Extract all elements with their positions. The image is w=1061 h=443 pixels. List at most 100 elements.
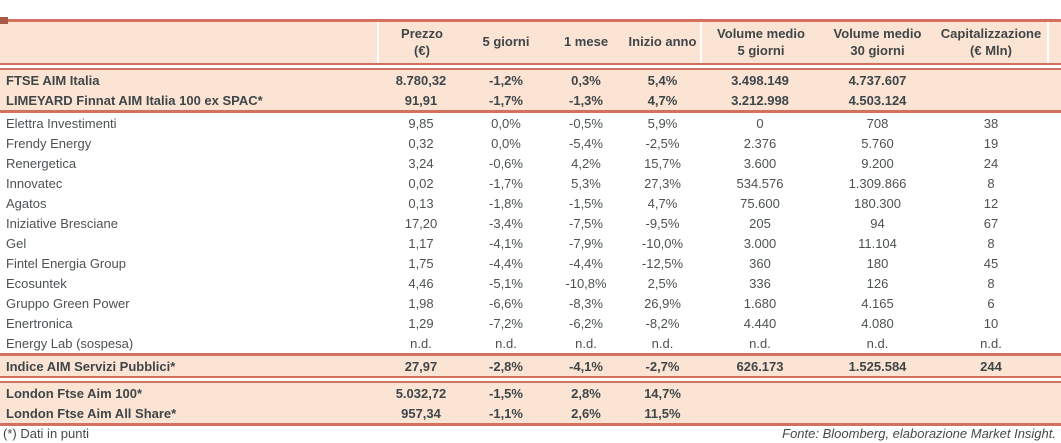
column-header-line: Volume medio bbox=[833, 26, 922, 42]
value-cell: 24 bbox=[983, 155, 999, 171]
value-cell: -2,8% bbox=[489, 358, 523, 374]
value-cell bbox=[935, 383, 1047, 403]
value-cell: -1,1% bbox=[489, 405, 523, 421]
value-cell: 336 bbox=[749, 275, 771, 291]
value-cell: 27,97 bbox=[404, 358, 438, 374]
column-header-line: (€) bbox=[414, 42, 430, 58]
row-filler bbox=[1047, 133, 1061, 153]
value-cell: 2.376 bbox=[743, 135, 777, 151]
section-london-indices: London Ftse Aim 100* 5.032,72 -1,5% 2,8% 14,… bbox=[0, 383, 1061, 423]
column-header-line: 30 giorni bbox=[850, 42, 905, 58]
value-cell: 1.680 bbox=[743, 295, 777, 311]
value-cell bbox=[935, 70, 1047, 90]
row-label: Indice AIM Servizi Pubblici* bbox=[6, 358, 176, 374]
value-cell: n.d. bbox=[495, 335, 517, 351]
column-header-1-mese: 1 mese bbox=[547, 22, 625, 63]
table-row: Agatos 0,13 -1,8% -1,5% 4,7% 75.600 180.300 12 bbox=[0, 193, 1061, 213]
value-cell: -4,4% bbox=[489, 255, 523, 271]
value-cell: 94 bbox=[870, 215, 885, 231]
value-cell: 15,7% bbox=[644, 155, 681, 171]
value-cell: -10,0% bbox=[641, 235, 684, 251]
value-cell: 0,13 bbox=[408, 195, 434, 211]
value-cell: -5,4% bbox=[569, 135, 603, 151]
market-table: Prezzo (€) 5 giorni 1 mese Inizio anno Volume… bbox=[0, 17, 1061, 426]
table-top-border bbox=[0, 17, 1061, 24]
value-cell bbox=[700, 383, 820, 403]
value-cell: 1.309.866 bbox=[848, 175, 907, 191]
table-row: London Ftse Aim All Share* 957,34 -1,1% 2,6… bbox=[0, 403, 1061, 423]
column-header-line: Inizio anno bbox=[628, 34, 697, 50]
value-cell bbox=[935, 403, 1047, 423]
value-cell: 957,34 bbox=[401, 405, 441, 421]
value-cell: 38 bbox=[983, 115, 999, 131]
table-bottom-border bbox=[0, 423, 1061, 426]
row-filler bbox=[1047, 356, 1061, 376]
value-cell: -1,5% bbox=[489, 385, 523, 401]
section-companies: Elettra Investimenti 9,85 0,0% -0,5% 5,9% 0 70… bbox=[0, 113, 1061, 353]
value-cell: 1,75 bbox=[408, 255, 434, 271]
value-cell: n.d. bbox=[575, 335, 597, 351]
value-cell: 534.576 bbox=[736, 175, 784, 191]
value-cell: -9,5% bbox=[645, 215, 680, 231]
value-cell: 1,98 bbox=[408, 295, 434, 311]
column-header-line: 5 giorni bbox=[482, 34, 530, 50]
column-header-line: Prezzo bbox=[401, 26, 443, 42]
source-credit: Fonte: Bloomberg, elaborazione Market In… bbox=[782, 426, 1056, 441]
value-cell: 0,3% bbox=[571, 72, 601, 88]
row-filler bbox=[1047, 233, 1061, 253]
value-cell: 4.080 bbox=[861, 315, 894, 331]
value-cell: 0 bbox=[756, 115, 764, 131]
row-filler bbox=[1047, 253, 1061, 273]
table-row: Indice AIM Servizi Pubblici* 27,97 -2,8% -4… bbox=[0, 356, 1061, 376]
column-header-line: Capitalizzazione bbox=[940, 26, 1042, 42]
table-row: Innovatec 0,02 -1,7% 5,3% 27,3% 534.576 1.309.… bbox=[0, 173, 1061, 193]
row-label: Iniziative Bresciane bbox=[6, 215, 118, 231]
value-cell: 3.498.149 bbox=[731, 72, 789, 88]
value-cell: 2,8% bbox=[571, 385, 601, 401]
value-cell: 4.440 bbox=[743, 315, 777, 331]
row-label: Frendy Energy bbox=[6, 135, 92, 151]
value-cell: -1,2% bbox=[489, 72, 523, 88]
value-cell: 1,29 bbox=[408, 315, 434, 331]
value-cell: 11,5% bbox=[644, 405, 681, 421]
value-cell: 10 bbox=[983, 315, 999, 331]
value-cell: 5,4% bbox=[647, 72, 678, 88]
value-cell: 205 bbox=[749, 215, 771, 231]
value-cell: 26,9% bbox=[644, 295, 681, 311]
section-servizi-pubblici: Indice AIM Servizi Pubblici* 27,97 -2,8% -4… bbox=[0, 356, 1061, 376]
table-footer: (*) Dati in punti Fonte: Bloomberg, elab… bbox=[0, 425, 1061, 442]
value-cell: -4,1% bbox=[489, 235, 523, 251]
value-cell: 5,9% bbox=[647, 115, 678, 131]
value-cell: 12 bbox=[983, 195, 999, 211]
row-label: Elettra Investimenti bbox=[6, 115, 117, 131]
value-cell: 1,17 bbox=[408, 235, 434, 251]
header-filler bbox=[1047, 22, 1061, 63]
value-cell: 4,7% bbox=[647, 92, 678, 108]
value-cell: 180.300 bbox=[854, 195, 901, 211]
value-cell: 3.212.998 bbox=[731, 92, 789, 108]
value-cell: -4,1% bbox=[569, 358, 603, 374]
row-label: Energy Lab (sospesa) bbox=[6, 335, 134, 351]
table-row: Ecosuntek 4,46 -5,1% -10,8% 2,5% 336 126 8 bbox=[0, 273, 1061, 293]
value-cell: -5,1% bbox=[489, 275, 523, 291]
value-cell: 4.165 bbox=[861, 295, 894, 311]
divider bbox=[0, 353, 1061, 356]
value-cell: 3.000 bbox=[743, 235, 777, 251]
table-row: Renergetica 3,24 -0,6% 4,2% 15,7% 3.600 9.200 2… bbox=[0, 153, 1061, 173]
value-cell: 67 bbox=[983, 215, 999, 231]
column-header-line: 1 mese bbox=[563, 34, 609, 50]
value-cell: -6,6% bbox=[489, 295, 523, 311]
value-cell: 8.780,32 bbox=[395, 72, 447, 88]
value-cell: 3.600 bbox=[743, 155, 777, 171]
value-cell: 5.760 bbox=[861, 135, 894, 151]
table-row: Energy Lab (sospesa) n.d. n.d. n.d. n.d. n.d.… bbox=[0, 333, 1061, 353]
value-cell: 17,20 bbox=[404, 215, 438, 231]
value-cell: 708 bbox=[866, 115, 889, 131]
value-cell: 4,2% bbox=[571, 155, 601, 171]
column-header-prezzo: Prezzo (€) bbox=[377, 22, 465, 63]
table-row: FTSE AIM Italia 8.780,32 -1,2% 0,3% 5,4% 3.49… bbox=[0, 70, 1061, 90]
value-cell: 19 bbox=[983, 135, 999, 151]
value-cell: 45 bbox=[983, 255, 999, 271]
value-cell: 91,91 bbox=[404, 92, 438, 108]
